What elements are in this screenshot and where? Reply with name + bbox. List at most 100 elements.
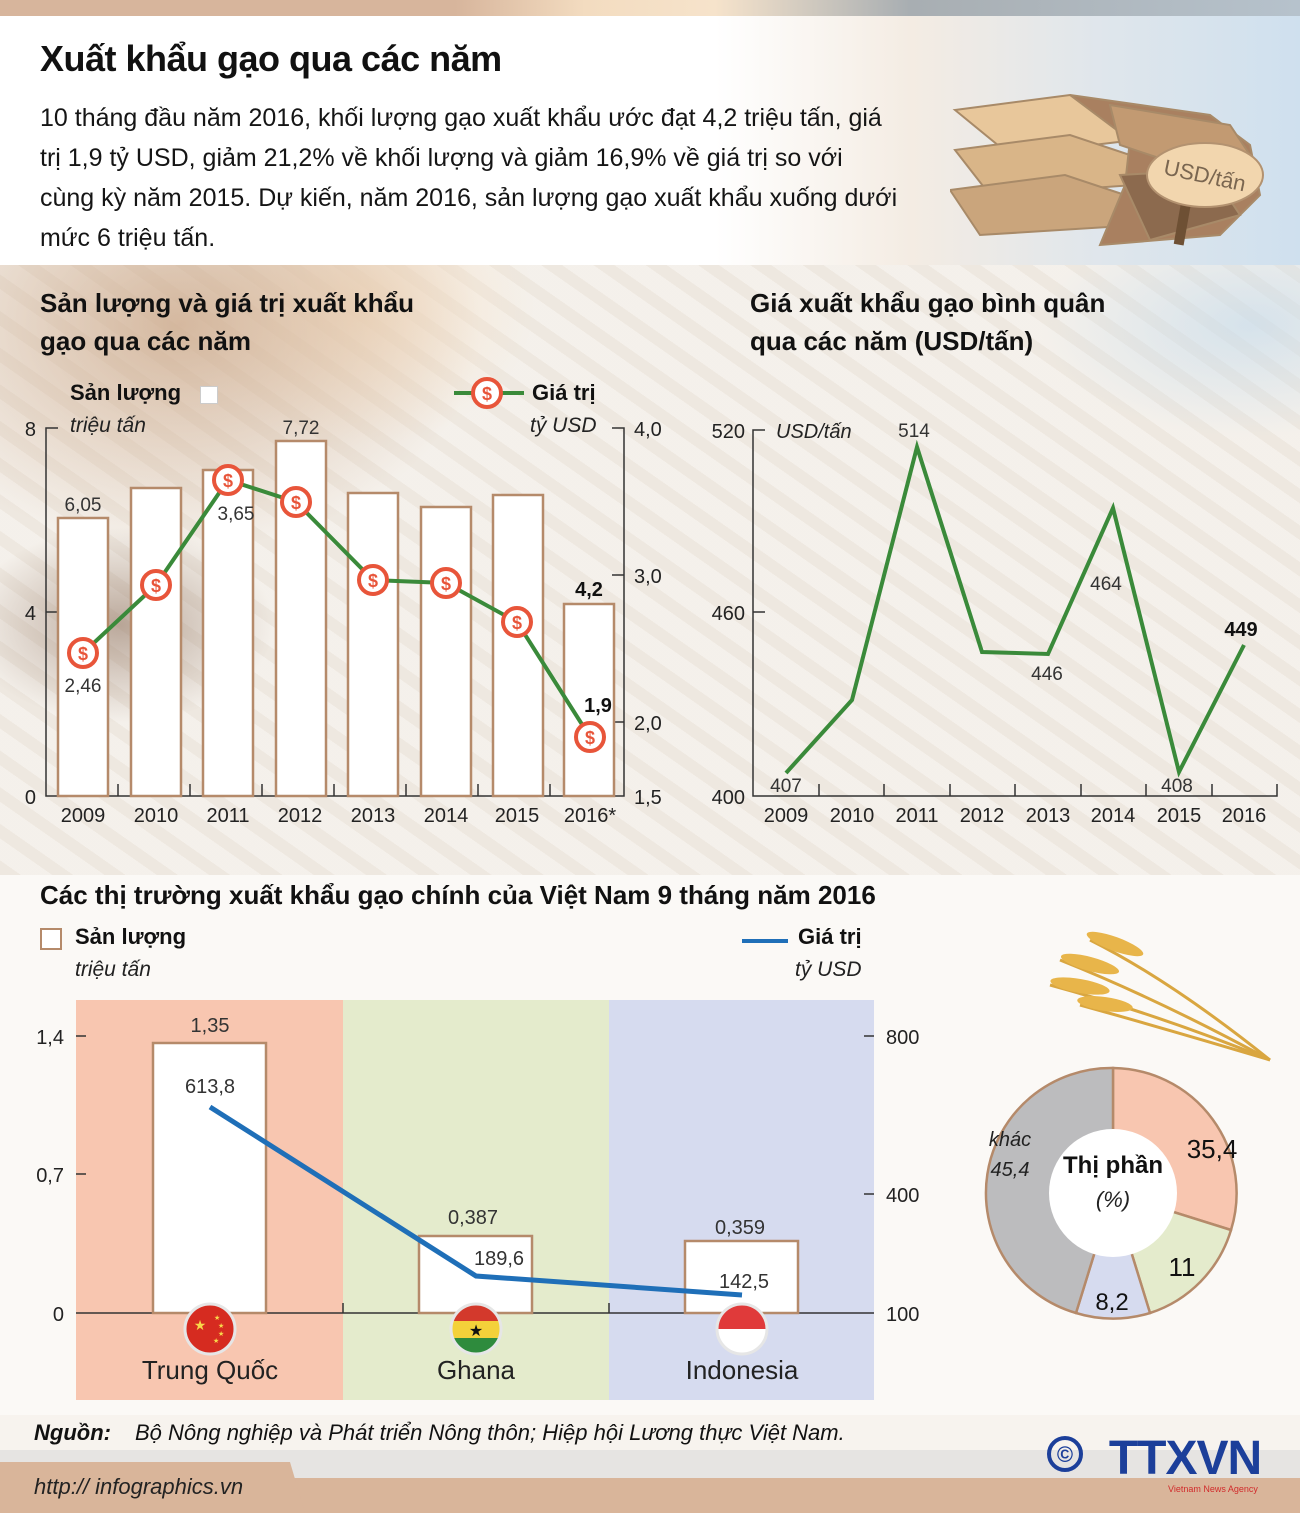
chart1-legend-line-label: Giá trị bbox=[532, 380, 596, 405]
bar-label-2012: 7,72 bbox=[283, 418, 320, 439]
y-left-tick: 4 bbox=[25, 603, 36, 625]
footer-url[interactable]: http:// infographics.vn bbox=[34, 1474, 244, 1499]
y-right-tick: 2,0 bbox=[634, 713, 662, 735]
agency-subtitle: Vietnam News Agency bbox=[1168, 1484, 1258, 1494]
copyright-glyph: © bbox=[1057, 1442, 1073, 1467]
svg-text:★: ★ bbox=[218, 1322, 224, 1330]
bar-label-2009: 6,05 bbox=[65, 495, 102, 516]
agency-wordmark: TTXVN bbox=[1109, 1432, 1261, 1485]
dollar-icon: $ bbox=[441, 574, 451, 594]
bar-2015 bbox=[491, 493, 545, 798]
chart1-plot: $ $ $ $ $ $ $ $ 8 4 0 4,0 3,0 2,0 1,5 20… bbox=[25, 418, 662, 827]
bar-2013 bbox=[346, 491, 400, 798]
y-left-tick: 1,4 bbox=[36, 1027, 64, 1049]
slice-label-other-name: khác bbox=[989, 1129, 1031, 1151]
svg-text:★: ★ bbox=[194, 1317, 207, 1333]
x-tick: 2014 bbox=[1091, 805, 1136, 827]
dollar-icon: $ bbox=[291, 493, 301, 513]
usd-per-ton-sign bbox=[1146, 142, 1264, 208]
line-label-2016: 1,9 bbox=[584, 695, 612, 717]
x-tick: 2013 bbox=[351, 805, 396, 827]
chart3-legend-bar-label: Sản lượng bbox=[75, 924, 187, 949]
x-tick: 2012 bbox=[960, 805, 1005, 827]
y-right-tick: 4,0 bbox=[634, 419, 662, 441]
svg-text:★: ★ bbox=[218, 1330, 224, 1338]
y-right-tick: 1,5 bbox=[634, 787, 662, 809]
y-left-tick: 0,7 bbox=[36, 1165, 64, 1187]
dollar-icon: $ bbox=[368, 571, 378, 591]
x-tick: 2014 bbox=[424, 805, 469, 827]
ttxvn-logo: © TTXVN Vietnam News Agency bbox=[1047, 1432, 1262, 1494]
slice-label-ghana: 11 bbox=[1169, 1252, 1196, 1282]
dollar-icon: $ bbox=[151, 576, 161, 596]
chart1-legend-line-swatch: $ bbox=[454, 377, 524, 409]
market-name-china: Trung Quốc bbox=[142, 1355, 278, 1385]
qty-label-ghana: 0,387 bbox=[448, 1207, 498, 1229]
label-2014: 464 bbox=[1090, 574, 1122, 595]
dollar-icon: $ bbox=[78, 644, 88, 664]
price-line bbox=[784, 439, 1246, 778]
dollar-icon: $ bbox=[223, 471, 233, 491]
qty-label-china: 1,35 bbox=[191, 1015, 230, 1037]
chart1-legend-bar-swatch bbox=[200, 386, 218, 404]
dollar-icon: $ bbox=[512, 613, 522, 633]
y-left-tick: 8 bbox=[25, 419, 36, 441]
chart3-title: Các thị trường xuất khẩu gạo chính của V… bbox=[40, 880, 876, 910]
slice-label-indonesia: 8,2 bbox=[1095, 1289, 1128, 1316]
chart2-title-line1: Giá xuất khẩu gạo bình quân bbox=[750, 288, 1106, 318]
x-tick: 2011 bbox=[895, 805, 938, 827]
svg-text:★: ★ bbox=[469, 1323, 483, 1340]
top-decor-band bbox=[0, 0, 1300, 16]
chart1-title-line2: gạo qua các năm bbox=[40, 326, 251, 356]
chart2-unit: USD/tấn bbox=[776, 421, 852, 443]
x-tick: 2011 bbox=[206, 805, 249, 827]
market-value-line bbox=[208, 1104, 743, 1298]
chart3-left-unit: triệu tấn bbox=[75, 958, 151, 981]
bar-2016 bbox=[562, 602, 616, 798]
chart3-plot: 1,4 0,7 0 800 400 100 1,35 613,8 0,387 1… bbox=[36, 1015, 919, 1385]
chart3-legend-bar-swatch bbox=[40, 928, 62, 950]
chart3-right-unit: tỷ USD bbox=[795, 958, 862, 981]
value-label-ghana: 189,6 bbox=[474, 1248, 524, 1270]
source-text: Bộ Nông nghiệp và Phát triển Nông thôn; … bbox=[134, 1420, 845, 1445]
market-name-ghana: Ghana bbox=[437, 1355, 516, 1385]
label-2011: 514 bbox=[898, 421, 930, 442]
chart3-legend-line-label: Giá trị bbox=[798, 924, 862, 949]
chart1-legend-bar-label: Sản lượng bbox=[70, 380, 182, 405]
x-tick: 2009 bbox=[764, 805, 809, 827]
lead-paragraph: 10 tháng đầu năm 2016, khối lượng gạo xu… bbox=[40, 104, 898, 252]
label-2009: 407 bbox=[770, 776, 802, 797]
donut-center-subtitle: (%) bbox=[1096, 1187, 1130, 1212]
footer-tab bbox=[0, 1462, 305, 1513]
chart1-left-unit: triệu tấn bbox=[70, 414, 146, 437]
qty-label-indonesia: 0,359 bbox=[715, 1217, 765, 1239]
x-tick: 2016* bbox=[564, 805, 616, 827]
source-label: Nguồn: bbox=[34, 1420, 111, 1445]
svg-text:★: ★ bbox=[214, 1314, 220, 1322]
x-tick: 2015 bbox=[1157, 805, 1202, 827]
svg-text:★: ★ bbox=[213, 1337, 219, 1345]
x-tick: 2013 bbox=[1026, 805, 1071, 827]
x-tick: 2016 bbox=[1222, 805, 1267, 827]
chart1-title-line1: Sản lượng và giá trị xuất khẩu bbox=[40, 288, 414, 318]
label-2013: 446 bbox=[1031, 664, 1063, 685]
bar-label-2016: 4,2 bbox=[575, 579, 603, 601]
x-tick: 2010 bbox=[134, 805, 179, 827]
line-label-2011: 3,65 bbox=[218, 504, 255, 525]
sign-post bbox=[1173, 194, 1193, 246]
x-tick: 2010 bbox=[830, 805, 875, 827]
market-share-donut: Thị phần (%) 35,4 11 8,2 khác 45,4 bbox=[984, 931, 1271, 1320]
chart3-legend-line-swatch bbox=[742, 939, 788, 943]
page-title: Xuất khẩu gạo qua các năm bbox=[40, 38, 502, 79]
market-name-indonesia: Indonesia bbox=[686, 1355, 799, 1385]
bar-2014 bbox=[419, 505, 473, 798]
chart1-right-unit: tỷ USD bbox=[530, 414, 597, 437]
label-2015: 408 bbox=[1161, 776, 1193, 797]
y-right-tick: 3,0 bbox=[634, 566, 662, 588]
dollar-icon: $ bbox=[585, 728, 595, 748]
rice-stalk-icon bbox=[1049, 938, 1271, 1062]
label-2016: 449 bbox=[1224, 619, 1257, 641]
x-tick: 2009 bbox=[61, 805, 106, 827]
y-right-tick: 800 bbox=[886, 1027, 919, 1049]
bar-2010 bbox=[129, 486, 183, 798]
